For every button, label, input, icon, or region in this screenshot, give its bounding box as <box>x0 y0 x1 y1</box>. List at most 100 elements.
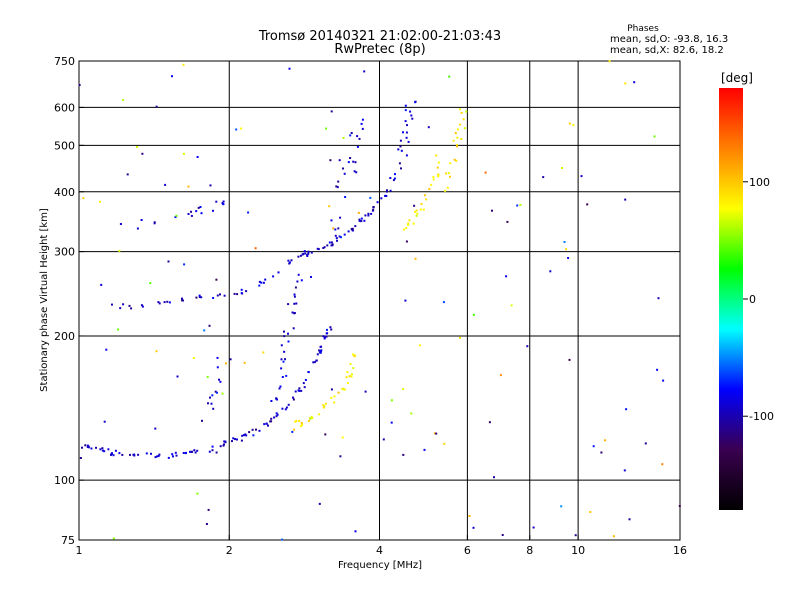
data-point <box>140 219 143 221</box>
data-point <box>328 205 331 208</box>
data-point <box>216 294 219 297</box>
data-point <box>181 297 183 300</box>
data-point <box>154 456 157 459</box>
data-point <box>157 301 160 304</box>
data-point <box>330 219 333 222</box>
data-point <box>154 427 157 430</box>
data-point <box>145 452 148 455</box>
data-point <box>339 455 342 458</box>
data-point <box>200 212 203 215</box>
data-point <box>277 271 280 274</box>
data-point <box>302 382 305 385</box>
data-point <box>216 391 218 394</box>
data-point <box>361 127 364 130</box>
data-point <box>657 297 660 300</box>
data-point <box>223 443 225 446</box>
data-point <box>275 412 278 415</box>
data-point <box>662 379 665 382</box>
data-point <box>392 179 395 182</box>
data-point <box>425 198 428 201</box>
data-point <box>612 535 615 538</box>
data-point <box>322 335 325 338</box>
data-point <box>404 109 407 112</box>
data-point <box>410 114 413 117</box>
data-point <box>415 214 418 217</box>
data-point <box>404 299 407 302</box>
data-point <box>459 336 461 339</box>
data-point <box>411 117 414 120</box>
data-point <box>589 511 592 513</box>
data-point <box>295 302 298 305</box>
data-point <box>292 398 295 401</box>
x-tick-label: 2 <box>226 544 233 557</box>
data-point <box>221 392 224 395</box>
data-point <box>282 360 285 363</box>
data-point <box>318 502 321 505</box>
data-point <box>644 442 647 445</box>
data-point <box>367 212 370 215</box>
data-point <box>549 270 552 273</box>
data-point <box>293 428 296 431</box>
data-point <box>174 216 177 219</box>
data-point <box>287 303 290 306</box>
data-point <box>376 201 379 204</box>
data-point <box>337 391 340 394</box>
data-point <box>358 137 361 140</box>
data-point <box>432 176 435 178</box>
data-point <box>572 124 575 127</box>
data-point <box>390 399 393 402</box>
data-point <box>343 172 346 175</box>
data-point <box>219 380 222 383</box>
data-point <box>326 244 329 247</box>
data-point <box>444 189 447 192</box>
data-point <box>212 209 214 212</box>
x-axis-label: Frequency [MHz] <box>338 560 422 571</box>
data-point <box>121 453 124 456</box>
chart-subtitle: RwPretec (8p) <box>334 42 425 57</box>
data-point <box>393 177 396 180</box>
data-point <box>293 293 296 296</box>
data-point <box>324 433 327 436</box>
data-point <box>459 123 462 126</box>
data-point <box>260 281 263 284</box>
data-point <box>344 196 347 198</box>
data-point <box>231 440 233 443</box>
data-point <box>623 469 626 472</box>
data-point <box>264 278 267 281</box>
data-point <box>423 448 426 451</box>
data-point <box>325 335 328 338</box>
data-point <box>283 335 286 338</box>
data-point <box>394 173 396 176</box>
data-point <box>140 304 143 307</box>
data-point <box>484 171 487 174</box>
data-point <box>174 451 177 454</box>
data-point <box>191 450 194 453</box>
data-point <box>272 275 275 278</box>
data-point <box>99 200 101 203</box>
data-point <box>400 149 403 152</box>
data-point <box>453 158 456 161</box>
data-point <box>287 403 290 406</box>
data-point <box>240 439 243 442</box>
data-point <box>403 228 405 231</box>
data-point <box>243 434 245 437</box>
data-point <box>678 505 681 507</box>
data-point <box>110 453 112 456</box>
data-point <box>287 259 290 262</box>
data-point <box>300 279 303 282</box>
data-point <box>400 167 402 170</box>
data-point <box>222 200 225 203</box>
data-point <box>283 350 286 353</box>
data-point <box>229 358 232 361</box>
data-point <box>385 190 388 193</box>
data-point <box>493 476 495 479</box>
data-point <box>182 63 185 66</box>
data-point <box>103 420 106 423</box>
data-point <box>349 134 352 137</box>
data-point <box>405 136 408 139</box>
data-point <box>243 361 246 364</box>
data-point <box>171 453 174 456</box>
data-point <box>337 180 340 183</box>
data-point <box>405 240 408 243</box>
data-point <box>443 442 446 445</box>
